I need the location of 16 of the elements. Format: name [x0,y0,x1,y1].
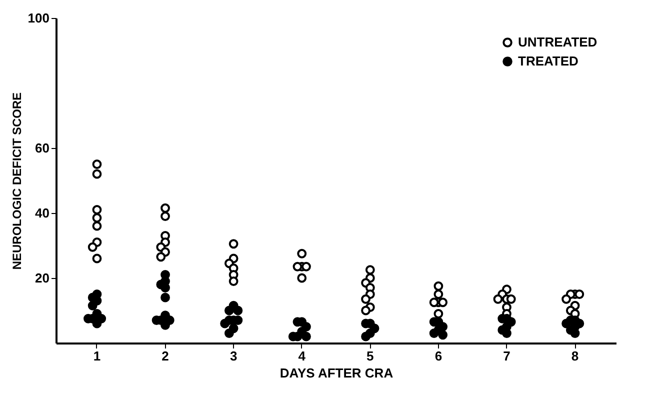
legend-label: TREATED [518,54,578,68]
x-tick-label: 6 [434,348,442,364]
y-axis-title: NEUROLOGIC DEFICIT SCORE [10,92,24,270]
y-tick-label: 40 [35,206,50,220]
x-tick-label: 7 [503,348,510,364]
x-tick-label: 4 [298,348,306,364]
legend-label: UNTREATED [518,34,598,50]
x-axis-title: DAYS AFTER CRA [280,366,394,380]
x-tick-label: 2 [162,348,169,364]
y-tick-label: 20 [35,270,50,286]
x-tick-label: 5 [366,348,374,364]
y-tick-label: 100 [28,10,50,26]
y-tick-label: 60 [35,140,50,156]
x-tick-label: 8 [571,348,579,364]
x-tick-label: 1 [93,348,101,364]
x-tick-label: 3 [230,348,238,364]
